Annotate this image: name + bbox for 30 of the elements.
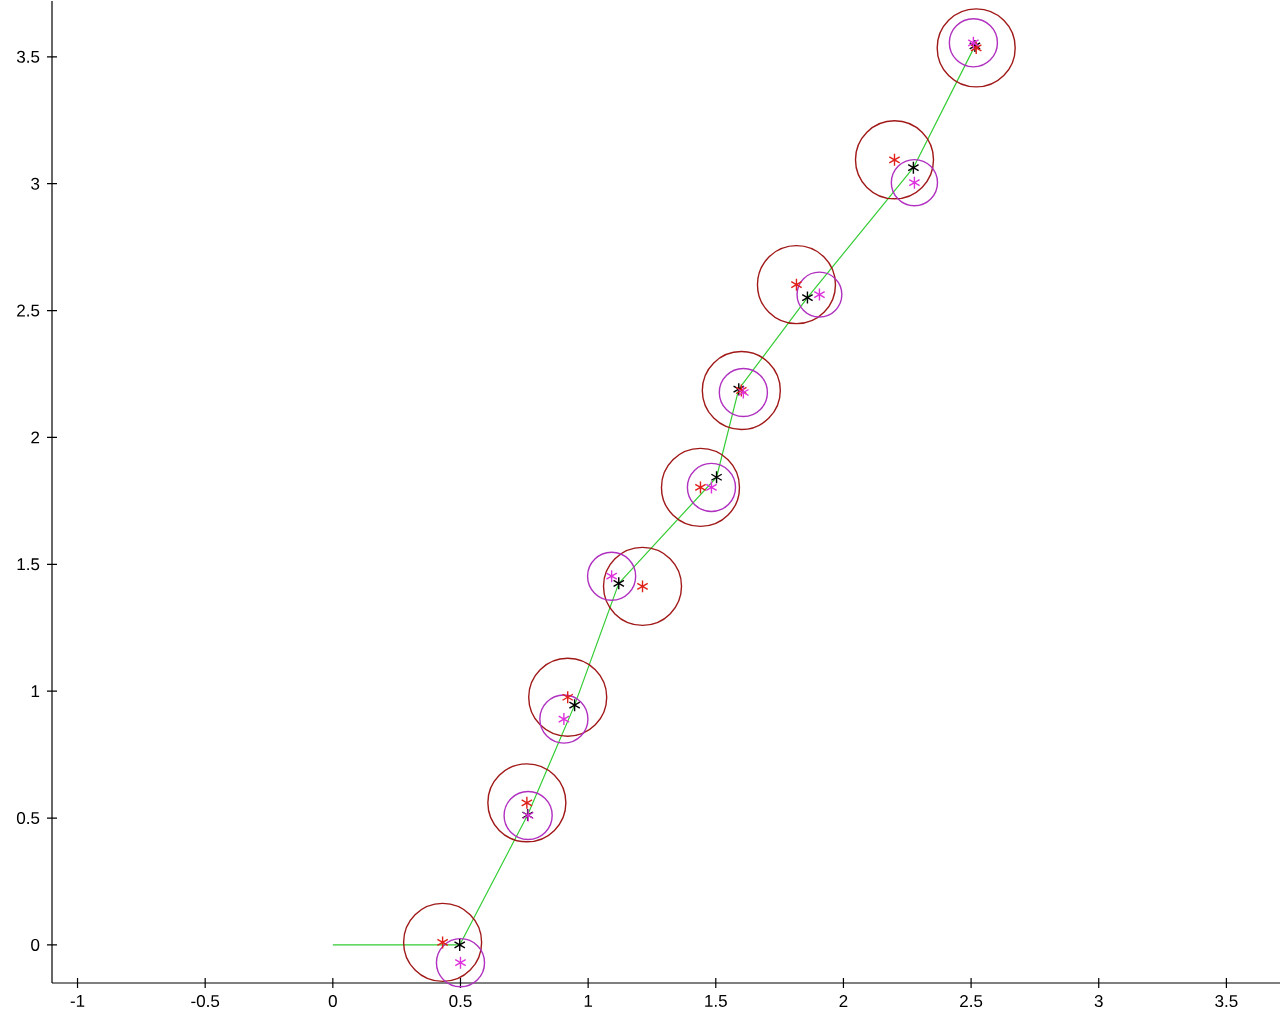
y-tick-label: 1: [31, 685, 40, 698]
point: [801, 290, 814, 305]
point: [694, 480, 707, 495]
x-tick-label: 3.5: [1215, 995, 1238, 1008]
x-tick-label: -1: [70, 995, 85, 1007]
x-tick-label: 0.5: [449, 995, 472, 1008]
x-tick-label: 0: [328, 995, 337, 1008]
x-tick-label: 1.5: [705, 995, 727, 1007]
point: [636, 579, 649, 594]
y-tick-label: 1.5: [17, 558, 40, 571]
x-tick-label: 2: [839, 995, 848, 1007]
y-tick-label: 0.5: [16, 812, 40, 825]
point: [790, 277, 803, 292]
x-tick-label: 1: [584, 995, 593, 1007]
y-tick-label: 0: [31, 938, 40, 951]
point: [907, 160, 920, 175]
x-tick-label: 2.5: [960, 995, 983, 1008]
point: [561, 690, 574, 704]
x-tick-label: -0.5: [191, 995, 220, 1008]
point: [453, 938, 466, 952]
point: [888, 153, 901, 167]
point: [520, 796, 533, 810]
point: [568, 698, 581, 712]
point: [436, 935, 449, 950]
point: [710, 470, 723, 484]
x-tick-label: 3: [1094, 995, 1103, 1008]
y-tick-label: 3: [31, 177, 40, 190]
y-tick-label: 3.5: [16, 50, 40, 63]
y-tick-label: 2: [31, 431, 40, 444]
y-tick-label: 2.5: [17, 304, 40, 317]
